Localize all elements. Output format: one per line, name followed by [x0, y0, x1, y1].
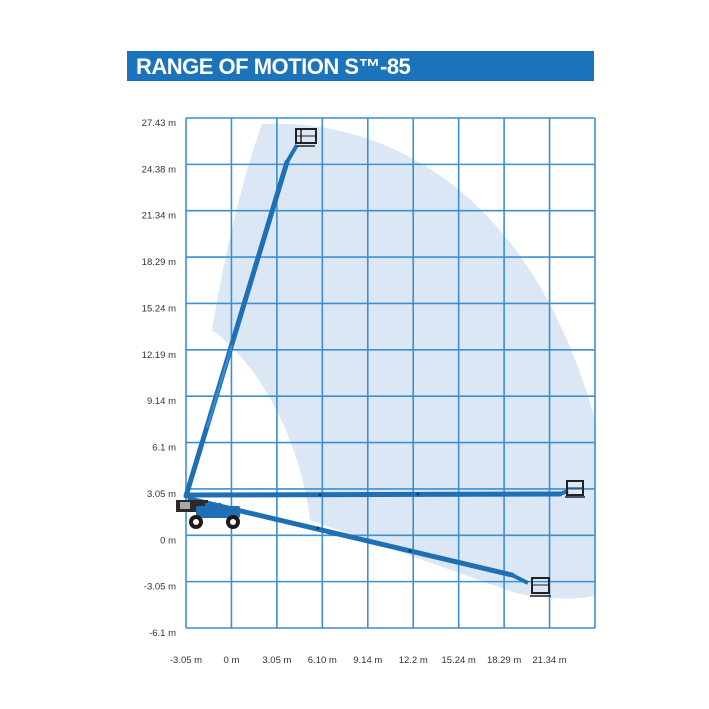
y-tick-label: -3.05 m — [144, 582, 176, 593]
x-tick-label: 21.34 m — [532, 655, 566, 666]
y-tick-label: 9.14 m — [147, 396, 176, 407]
x-tick-label: 15.24 m — [442, 655, 476, 666]
x-tick-label: 12.2 m — [399, 655, 428, 666]
y-tick-label: 27.43 m — [142, 118, 176, 129]
platform-horizontal — [565, 480, 585, 498]
y-tick-label: 18.29 m — [142, 257, 176, 268]
y-tick-label: 6.1 m — [152, 443, 176, 454]
machine-base — [176, 500, 240, 529]
y-tick-label: 24.38 m — [142, 164, 176, 175]
x-tick-label: 3.05 m — [262, 655, 291, 666]
boom-vertical — [183, 143, 299, 499]
y-tick-label: 0 m — [160, 535, 176, 546]
platform-bottom — [530, 577, 551, 597]
y-axis-labels: 27.43 m 24.38 m 21.34 m 18.29 m 15.24 m 12.19… — [142, 118, 176, 639]
x-tick-label: 6.10 m — [308, 655, 337, 666]
y-tick-label: 12.19 m — [142, 350, 176, 361]
title-bar: RANGE OF MOTION S™-85 — [127, 51, 594, 81]
grid — [185, 117, 596, 629]
y-tick-label: 3.05 m — [147, 489, 176, 500]
y-tick-label: -6.1 m — [149, 628, 176, 639]
working-envelope — [212, 123, 595, 599]
y-tick-label: 15.24 m — [142, 303, 176, 314]
x-tick-label: -3.05 m — [170, 655, 202, 666]
x-tick-label: 18.29 m — [487, 655, 521, 666]
x-axis-labels: -3.05 m 0 m 3.05 m 6.10 m 9.14 m 12.2 m 15.24 … — [170, 655, 567, 666]
x-tick-label: 0 m — [224, 655, 240, 666]
chart-title: RANGE OF MOTION S™-85 — [136, 54, 411, 79]
boom-below-grade — [187, 496, 529, 585]
y-tick-label: 21.34 m — [142, 211, 176, 222]
x-tick-label: 9.14 m — [353, 655, 382, 666]
platform-top — [295, 128, 317, 147]
